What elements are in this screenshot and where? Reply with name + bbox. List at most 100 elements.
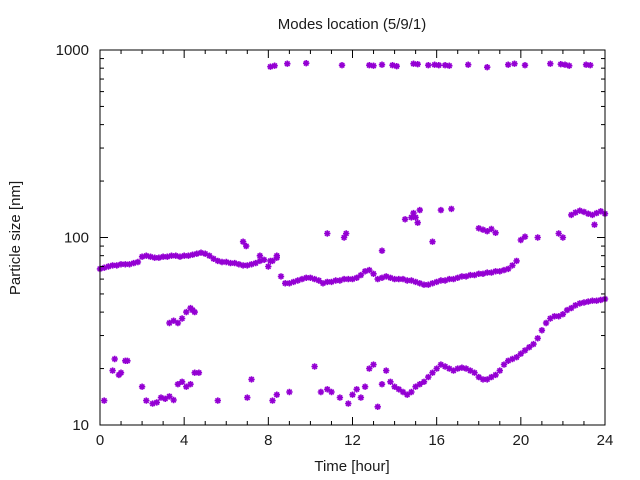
x-tick-label: 12: [344, 432, 361, 449]
data-point: [273, 391, 280, 398]
data-point: [521, 233, 529, 240]
data-point: [404, 391, 411, 398]
data-point: [401, 216, 409, 223]
data-point: [193, 250, 201, 257]
data-point: [153, 399, 161, 406]
data-point: [431, 61, 438, 68]
plot-frame: [99, 49, 606, 426]
data-point: [235, 261, 243, 268]
data-point: [492, 229, 499, 237]
data-point: [100, 264, 108, 271]
data-point: [324, 386, 331, 393]
data-point: [437, 206, 445, 214]
data-point: [143, 397, 150, 404]
data-point: [412, 383, 419, 390]
data-point: [124, 357, 131, 364]
data-point: [492, 371, 499, 379]
data-point: [500, 266, 508, 274]
data-point: [399, 388, 407, 396]
data-point: [336, 277, 344, 284]
data-point: [357, 394, 365, 401]
data-point: [542, 319, 550, 327]
data-point: [513, 354, 520, 361]
data-point: [591, 221, 598, 228]
data-point: [206, 252, 213, 259]
data-point: [416, 381, 423, 388]
data-point: [164, 253, 171, 260]
chart-title: Modes location (5/9/1): [278, 16, 426, 33]
data-point: [191, 369, 198, 376]
data-point: [399, 275, 407, 283]
data-point: [187, 381, 194, 388]
data-point: [416, 280, 423, 287]
data-point: [404, 277, 411, 284]
data-point: [349, 275, 356, 283]
data-point: [420, 378, 428, 385]
data-point: [500, 361, 508, 368]
data-point: [311, 275, 318, 283]
data-point: [201, 250, 209, 257]
data-point: [324, 230, 331, 237]
x-axis-label: Time [hour]: [314, 458, 389, 475]
data-point: [298, 275, 306, 283]
data-point: [138, 253, 146, 260]
data-point: [593, 297, 600, 304]
data-point: [366, 365, 373, 372]
data-point: [183, 383, 190, 390]
data-point: [410, 209, 417, 217]
data-point: [286, 280, 293, 287]
data-point: [425, 373, 432, 381]
data-point: [462, 365, 470, 372]
data-point: [180, 252, 188, 259]
data-point: [572, 302, 579, 309]
data-point: [340, 234, 348, 241]
data-point: [345, 275, 352, 283]
data-point: [425, 61, 432, 69]
y-tick-label: 1000: [56, 42, 89, 59]
data-point: [366, 266, 373, 274]
data-point: [484, 376, 491, 383]
data-point: [370, 62, 377, 69]
data-point: [566, 62, 573, 69]
data-point: [161, 395, 169, 402]
data-point: [585, 210, 592, 217]
data-point: [319, 280, 327, 287]
data-point: [425, 281, 432, 288]
data-point: [484, 269, 491, 276]
data-point: [223, 258, 230, 266]
data-point: [244, 262, 251, 269]
x-tick-label: 4: [180, 432, 188, 449]
data-point: [509, 262, 516, 269]
data-point: [593, 209, 600, 217]
data-point: [475, 373, 482, 381]
data-point: [271, 62, 278, 69]
y-tick-label: 10: [72, 417, 89, 434]
data-point: [559, 234, 567, 241]
data-point: [437, 277, 445, 284]
data-point: [168, 252, 175, 259]
data-point: [170, 317, 177, 324]
data-point: [378, 274, 386, 281]
data-point: [105, 263, 112, 270]
data-point: [383, 367, 390, 374]
data-point: [345, 400, 352, 407]
data-point: [416, 206, 423, 214]
data-point: [324, 278, 331, 286]
data-point: [576, 207, 583, 214]
data-point: [361, 268, 369, 275]
data-point: [378, 381, 386, 388]
data-point: [450, 367, 457, 374]
data-point: [467, 367, 474, 374]
data-point: [454, 365, 461, 372]
data-point: [195, 369, 203, 376]
data-point: [126, 261, 133, 268]
x-tick-label: 24: [597, 432, 614, 449]
data-point: [315, 277, 322, 284]
data-point: [328, 278, 335, 286]
data-point: [391, 275, 398, 283]
data-point: [479, 270, 487, 277]
data-point: [530, 340, 537, 348]
data-point: [178, 378, 186, 385]
data-point: [408, 214, 415, 221]
